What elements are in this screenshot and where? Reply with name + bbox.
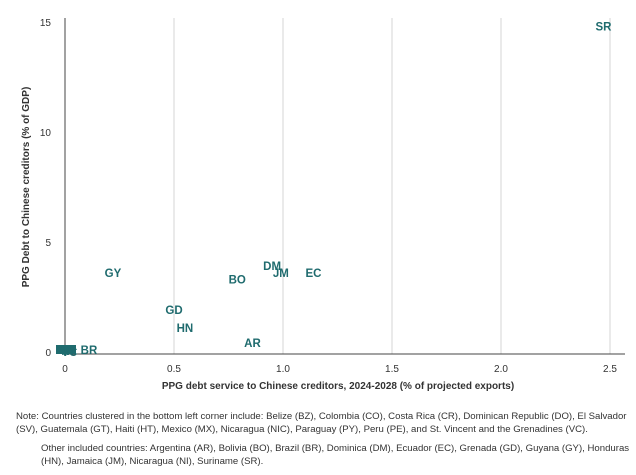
point-label-sr: SR [595, 21, 612, 33]
bottom-left-cluster [56, 345, 76, 354]
point-label-bo: BO [229, 274, 246, 286]
x-tick-label: 2.5 [603, 364, 617, 375]
y-tick-label: 0 [45, 348, 51, 359]
point-label-br: BR [81, 345, 98, 357]
x-tick-labels: 0 0.5 1.0 1.5 2.0 2.5 [62, 364, 617, 375]
point-label-jm: JM [273, 268, 289, 280]
x-tick-label: 2.0 [494, 364, 508, 375]
gridlines [173, 18, 611, 354]
y-tick-label: 15 [40, 18, 52, 29]
cluster-marker [56, 345, 76, 354]
note-other-countries: Other included countries: Argentina (AR)… [41, 443, 630, 467]
x-tick-label: 0.5 [167, 364, 181, 375]
x-tick-label: 0 [62, 364, 68, 375]
y-tick-label: 10 [40, 128, 52, 139]
point-label-gd: GD [165, 305, 182, 317]
y-tick-labels: 0 5 10 15 [40, 18, 52, 359]
x-tick-label: 1.5 [385, 364, 399, 375]
point-label-vc: VC [61, 347, 77, 359]
point-label-ni: NI [61, 346, 73, 358]
point-label-hn: HN [177, 323, 194, 335]
x-tick-label: 1.0 [276, 364, 290, 375]
point-label-ec: EC [306, 268, 322, 280]
point-label-dm: DM [263, 261, 281, 273]
note-clustered-countries: Note: Countries clustered in the bottom … [16, 411, 627, 435]
y-axis-title: PPG Debt to Chinese creditors (% of GDP) [21, 87, 32, 288]
y-tick-label: 5 [45, 238, 51, 249]
x-axis-title: PPG debt service to Chinese creditors, 2… [162, 381, 514, 392]
point-label-ar: AR [244, 338, 261, 350]
point-label-gy: GY [105, 268, 122, 280]
